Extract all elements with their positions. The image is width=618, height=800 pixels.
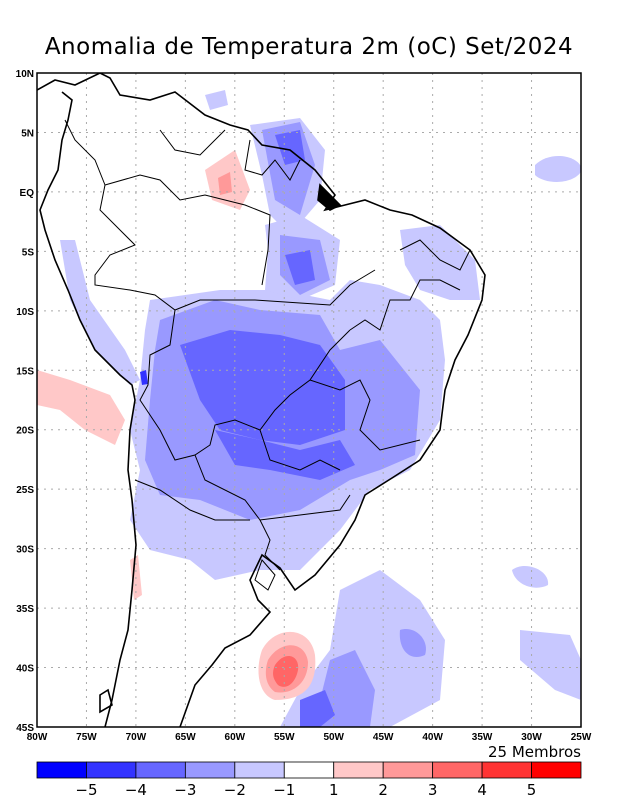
colorbar-label: −5 — [75, 781, 97, 799]
lon-label: 30W — [521, 732, 542, 743]
colorbar-swatch — [333, 761, 384, 779]
lon-label: 60W — [225, 732, 246, 743]
lon-label: 80W — [27, 732, 48, 743]
colorbar-swatch — [184, 761, 236, 779]
lon-label: 55W — [274, 732, 295, 743]
lon-label: 45W — [373, 732, 394, 743]
colorbar-swatch — [234, 761, 285, 779]
colorbar-label: −3 — [174, 781, 196, 799]
colorbar-label: 2 — [378, 781, 388, 799]
lat-label: 5N — [21, 128, 34, 139]
colorbar-swatch — [432, 761, 483, 779]
lon-label: 50W — [323, 732, 344, 743]
colorbar-swatch — [481, 761, 532, 779]
colorbar-label: 1 — [329, 781, 339, 799]
lon-label: 75W — [76, 732, 97, 743]
colorbar-swatch — [36, 761, 87, 779]
lat-label: 15S — [16, 366, 34, 377]
lat-label: 25S — [16, 485, 34, 496]
colorbar-label: −4 — [125, 781, 147, 799]
country-borders — [64, 119, 471, 571]
colorbar-swatch — [86, 761, 137, 779]
lat-label: 40S — [16, 664, 34, 675]
lat-label: 10N — [16, 69, 34, 80]
lat-label: 30S — [16, 545, 34, 556]
members-label: 25 Membros — [488, 743, 581, 761]
colorbar-label: 4 — [477, 781, 487, 799]
colorbar-swatch — [135, 761, 186, 779]
lon-label: 70W — [126, 732, 147, 743]
lat-label: 20S — [16, 426, 34, 437]
lat-label: 35S — [16, 604, 34, 615]
colorbar-swatch — [283, 761, 335, 779]
map-frame — [36, 72, 582, 728]
colorbar-swatch — [531, 761, 582, 779]
anomaly-shading — [37, 90, 581, 727]
lat-label: 10S — [16, 307, 34, 318]
map-title: Anomalia de Temperatura 2m (oC) Set/2024 — [44, 34, 574, 60]
longitude-labels: 80W 75W 70W 65W 60W 55W 50W 45W 40W 35W 30W 25W — [27, 732, 592, 743]
colorbar-label: 5 — [527, 781, 537, 799]
latitude-labels: 10N 5N EQ 5S 10S 15S 20S 25S 30S 35S 40S 45S — [16, 69, 35, 734]
colorbar: −5 −4 −3 −2 −1 1 2 3 4 5 — [36, 761, 582, 799]
colorbar-swatch — [382, 761, 434, 779]
coastlines — [37, 73, 486, 727]
colorbar-label: −2 — [224, 781, 246, 799]
colorbar-label: −1 — [273, 781, 295, 799]
lat-label: 45S — [16, 723, 34, 734]
lon-label: 35W — [472, 732, 493, 743]
lon-label: 40W — [422, 732, 443, 743]
colorbar-label: 3 — [428, 781, 438, 799]
lat-label: EQ — [20, 188, 35, 199]
lon-label: 65W — [175, 732, 196, 743]
lon-label: 25W — [571, 732, 592, 743]
lat-label: 5S — [22, 247, 35, 258]
